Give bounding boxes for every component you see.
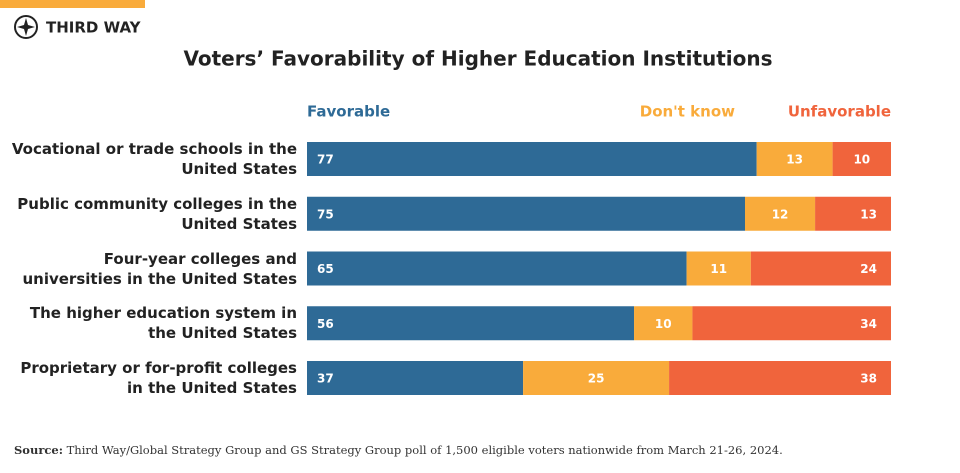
bar-segment [669, 361, 891, 395]
bar-segment [307, 196, 745, 231]
bar-segment [307, 306, 635, 341]
bar-segment [307, 142, 757, 176]
bar-segment [307, 251, 687, 286]
category-label: Public community colleges in the United … [17, 194, 297, 233]
value-label: 56 [317, 317, 334, 331]
bar-segment [750, 251, 891, 286]
value-label: 77 [317, 153, 334, 167]
category-label: Four-year colleges and universities in t… [22, 249, 297, 288]
value-label: 38 [860, 372, 877, 386]
chart-title: Voters’ Favorability of Higher Education… [183, 47, 772, 71]
category-label: Proprietary or for-profit colleges in th… [20, 359, 297, 397]
value-label: 25 [588, 372, 605, 386]
value-label: 75 [317, 207, 334, 221]
source: Source: Third Way/Global Strategy Group … [14, 443, 783, 457]
bar-segment [832, 142, 891, 176]
bar-segment [756, 142, 833, 176]
value-label: 13 [860, 207, 877, 221]
value-label: 24 [860, 262, 877, 276]
value-label: 37 [317, 372, 334, 386]
value-label: 13 [786, 153, 803, 167]
bar-segment [692, 306, 891, 341]
logo [14, 15, 38, 39]
source-text: Third Way/Global Strategy Group and GS S… [66, 443, 783, 457]
bar-segment [686, 251, 751, 286]
value-label: 12 [772, 207, 789, 221]
bar-segment [523, 361, 670, 395]
value-label: 11 [710, 262, 727, 276]
legend-label: Don't know [640, 103, 735, 121]
bar-segment [815, 196, 891, 231]
category-label: Vocational or trade schools in the Unite… [11, 140, 297, 178]
bar-segment [307, 361, 524, 395]
source-label: Source: [14, 443, 63, 457]
bar-segment [634, 306, 693, 341]
value-label: 10 [655, 317, 672, 331]
legend-label: Favorable [307, 103, 390, 121]
brand: THIRD WAY [46, 19, 142, 37]
value-label: 10 [853, 153, 870, 167]
bar-segment [745, 196, 816, 231]
accent-bar [0, 0, 145, 8]
category-label: The higher education system in the Unite… [29, 304, 297, 343]
value-label: 65 [317, 262, 334, 276]
legend-label: Unfavorable [788, 103, 891, 121]
value-label: 34 [860, 317, 877, 331]
